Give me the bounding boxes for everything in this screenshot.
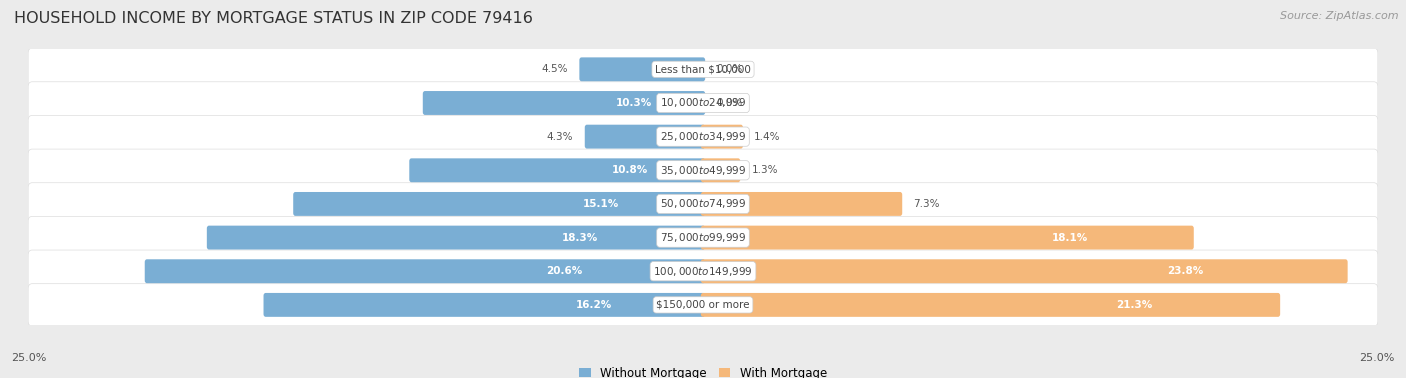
Text: 10.3%: 10.3% xyxy=(616,98,651,108)
Text: 10.8%: 10.8% xyxy=(612,165,648,175)
Text: 25.0%: 25.0% xyxy=(11,353,46,363)
Text: $50,000 to $74,999: $50,000 to $74,999 xyxy=(659,197,747,211)
Text: 25.0%: 25.0% xyxy=(1360,353,1395,363)
Text: $100,000 to $149,999: $100,000 to $149,999 xyxy=(654,265,752,278)
FancyBboxPatch shape xyxy=(28,216,1378,259)
Text: 4.5%: 4.5% xyxy=(541,64,568,74)
Text: $35,000 to $49,999: $35,000 to $49,999 xyxy=(659,164,747,177)
Text: $75,000 to $99,999: $75,000 to $99,999 xyxy=(659,231,747,244)
Text: $10,000 to $24,999: $10,000 to $24,999 xyxy=(659,96,747,110)
FancyBboxPatch shape xyxy=(423,91,706,115)
Text: 0.0%: 0.0% xyxy=(717,64,742,74)
Text: 1.3%: 1.3% xyxy=(752,165,778,175)
FancyBboxPatch shape xyxy=(700,226,1194,249)
Text: $25,000 to $34,999: $25,000 to $34,999 xyxy=(659,130,747,143)
Text: 4.3%: 4.3% xyxy=(547,132,574,142)
FancyBboxPatch shape xyxy=(28,149,1378,192)
Text: 20.6%: 20.6% xyxy=(546,266,582,276)
FancyBboxPatch shape xyxy=(585,125,706,149)
Text: 18.3%: 18.3% xyxy=(561,232,598,243)
Text: Less than $10,000: Less than $10,000 xyxy=(655,64,751,74)
FancyBboxPatch shape xyxy=(579,57,706,81)
FancyBboxPatch shape xyxy=(700,293,1279,317)
FancyBboxPatch shape xyxy=(145,259,706,283)
Text: 15.1%: 15.1% xyxy=(583,199,619,209)
Text: 18.1%: 18.1% xyxy=(1052,232,1088,243)
FancyBboxPatch shape xyxy=(207,226,706,249)
FancyBboxPatch shape xyxy=(294,192,706,216)
FancyBboxPatch shape xyxy=(28,48,1378,90)
Text: 7.3%: 7.3% xyxy=(914,199,941,209)
FancyBboxPatch shape xyxy=(409,158,706,182)
FancyBboxPatch shape xyxy=(28,82,1378,124)
FancyBboxPatch shape xyxy=(28,284,1378,326)
Text: 23.8%: 23.8% xyxy=(1167,266,1204,276)
Text: $150,000 or more: $150,000 or more xyxy=(657,300,749,310)
Text: 16.2%: 16.2% xyxy=(575,300,612,310)
Text: 0.0%: 0.0% xyxy=(717,98,742,108)
Legend: Without Mortgage, With Mortgage: Without Mortgage, With Mortgage xyxy=(579,367,827,378)
Text: 21.3%: 21.3% xyxy=(1116,300,1153,310)
FancyBboxPatch shape xyxy=(28,250,1378,293)
Text: 1.4%: 1.4% xyxy=(754,132,780,142)
FancyBboxPatch shape xyxy=(700,192,903,216)
FancyBboxPatch shape xyxy=(700,158,740,182)
FancyBboxPatch shape xyxy=(700,125,742,149)
FancyBboxPatch shape xyxy=(700,259,1347,283)
FancyBboxPatch shape xyxy=(28,115,1378,158)
FancyBboxPatch shape xyxy=(263,293,706,317)
Text: Source: ZipAtlas.com: Source: ZipAtlas.com xyxy=(1281,11,1399,21)
Text: HOUSEHOLD INCOME BY MORTGAGE STATUS IN ZIP CODE 79416: HOUSEHOLD INCOME BY MORTGAGE STATUS IN Z… xyxy=(14,11,533,26)
FancyBboxPatch shape xyxy=(28,183,1378,225)
